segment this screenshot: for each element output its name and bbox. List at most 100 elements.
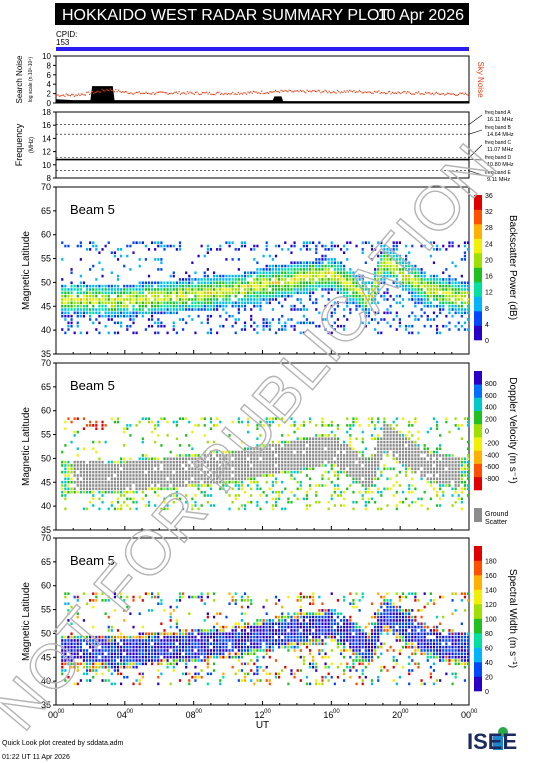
width-cell (120, 665, 123, 669)
velocity-cell (284, 450, 287, 454)
width-cell (191, 649, 194, 652)
power-cell (445, 288, 448, 291)
power-cell (439, 294, 442, 298)
velocity-cell (296, 437, 299, 441)
power-cell (277, 271, 281, 275)
velocity-cell (163, 480, 166, 484)
power-cell (92, 288, 95, 291)
velocity-cell (194, 470, 197, 474)
width-cell (169, 645, 172, 649)
velocity-cell (253, 447, 256, 451)
velocity-cell (212, 480, 216, 484)
sky-noise-point (171, 93, 173, 95)
power-cell (265, 301, 268, 305)
velocity-cell (95, 450, 98, 454)
width-cell (160, 639, 163, 642)
width-cell (222, 629, 225, 632)
width-cell (268, 619, 271, 622)
power-cell (219, 288, 222, 291)
width-cell (172, 645, 175, 649)
velocity-cell (85, 507, 89, 511)
width-cell (95, 649, 98, 652)
velocity-cell (466, 457, 470, 461)
velocity-cell (181, 454, 185, 457)
velocity-cell (135, 484, 138, 487)
width-cell (216, 632, 219, 636)
power-cell (70, 298, 73, 301)
velocity-cell (185, 457, 188, 461)
power-cell (302, 331, 305, 335)
velocity-cell (234, 460, 237, 464)
velocity-cell (330, 494, 333, 497)
velocity-cell (432, 450, 436, 454)
power-cell (361, 301, 364, 305)
power-cell (138, 291, 141, 295)
width-cell (228, 639, 231, 642)
power-cell (116, 278, 120, 281)
velocity-cell (454, 457, 457, 461)
width-cell (67, 655, 70, 659)
width-cell (256, 639, 259, 642)
power-cell (426, 284, 429, 288)
power-cell (154, 304, 157, 308)
velocity-cell (284, 447, 287, 451)
sky-noise-point (303, 91, 305, 93)
velocity-cell (290, 424, 293, 427)
velocity-cell (104, 467, 107, 471)
power-cell (299, 284, 302, 288)
velocity-cell (290, 460, 293, 464)
velocity-cell (172, 500, 175, 504)
velocity-cell (367, 464, 371, 467)
sky-noise-point (155, 93, 157, 95)
width-cell (209, 642, 213, 646)
power-cell (209, 281, 213, 285)
power-cell (191, 278, 194, 281)
width-cell (181, 639, 185, 642)
width-cell (138, 679, 141, 682)
width-cell (160, 649, 163, 652)
width-cell (160, 599, 163, 602)
power-cell (318, 241, 321, 244)
velocity-cell (225, 484, 228, 487)
velocity-cell (435, 460, 439, 464)
velocity-cell (392, 450, 395, 454)
width-cell (206, 652, 209, 656)
width-cell (240, 625, 244, 629)
power-cell (160, 291, 163, 295)
power-cell (76, 321, 79, 325)
velocity-cell (181, 457, 185, 461)
power-cell (129, 268, 132, 271)
power-cell (392, 258, 395, 261)
power-cell (330, 274, 333, 278)
power-cell (386, 321, 389, 325)
freq-band-label: freq band A (485, 110, 511, 116)
sky-noise-point (215, 92, 217, 94)
width-cell (116, 669, 120, 672)
power-cell (113, 321, 117, 325)
power-cell (225, 278, 228, 281)
sky-noise-point (385, 93, 387, 95)
width-cell (194, 639, 197, 642)
width-cell (247, 622, 250, 626)
power-cell (107, 294, 110, 298)
width-cell (79, 655, 82, 659)
velocity-cell (216, 467, 219, 471)
velocity-cell (194, 474, 197, 477)
width-cell (243, 649, 247, 652)
power-cell (256, 324, 259, 328)
sky-noise-point (416, 92, 418, 94)
sky-noise-point (144, 92, 146, 95)
velocity-cell (392, 447, 395, 451)
sky-noise-point (95, 91, 98, 93)
velocity-cell (73, 490, 76, 494)
sky-noise-point (262, 92, 264, 95)
velocity-cell (191, 480, 194, 484)
width-cell (287, 622, 290, 626)
velocity-cell (290, 454, 293, 457)
power-cell (120, 304, 123, 308)
width-cell (287, 649, 290, 652)
velocity-cell (333, 434, 336, 437)
velocity-cell (64, 464, 67, 467)
power-cell (417, 331, 420, 335)
velocity-cell (237, 417, 240, 420)
